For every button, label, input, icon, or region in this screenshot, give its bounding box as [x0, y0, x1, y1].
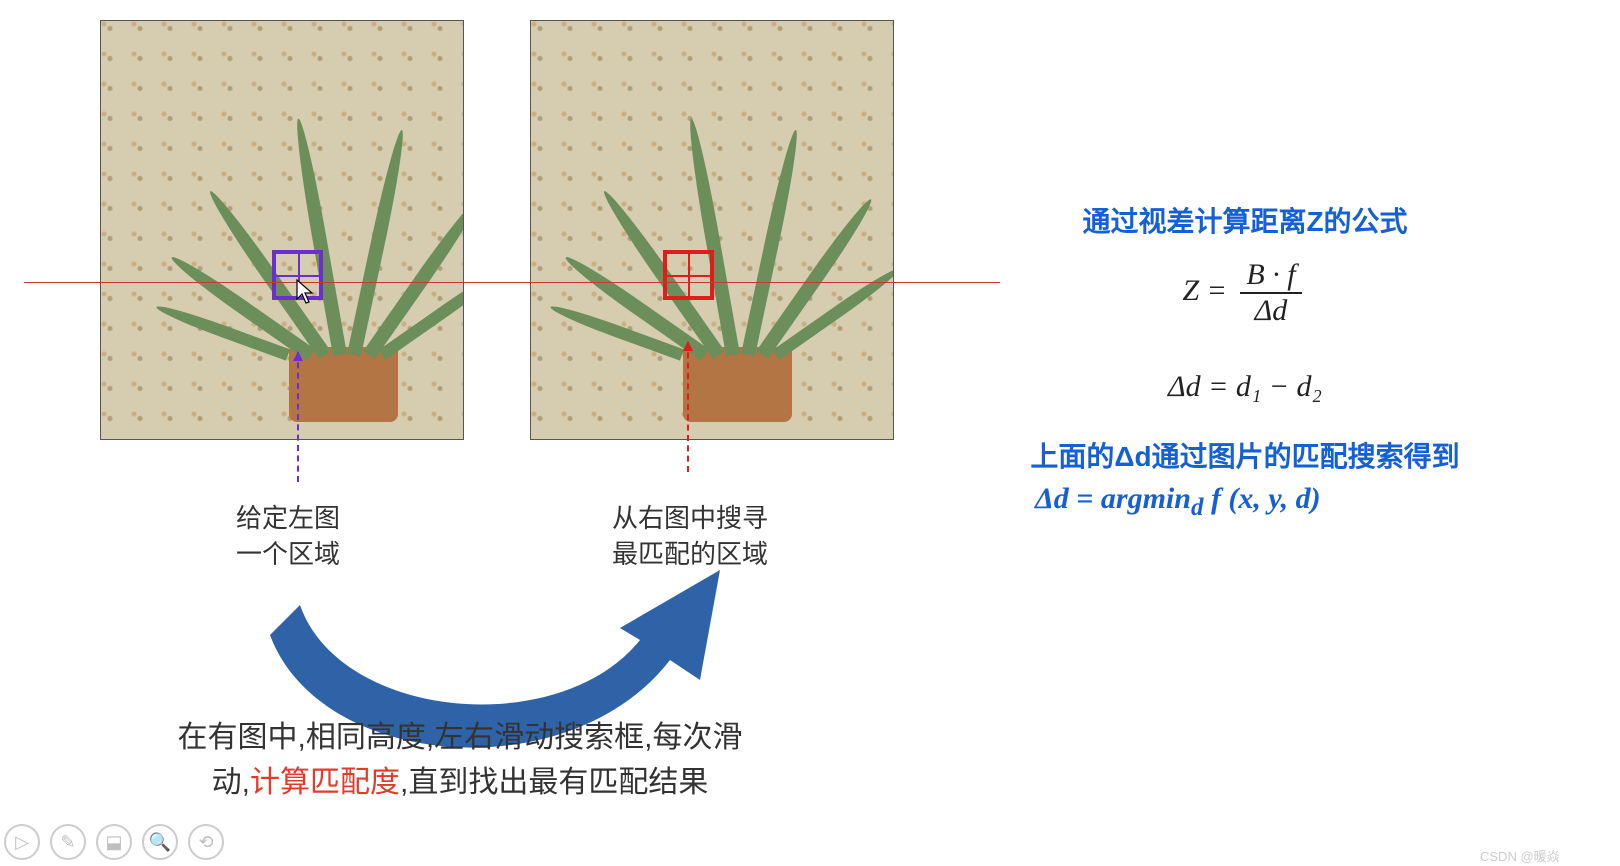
formula-title-2: 上面的Δd通过图片的匹配搜索得到 — [985, 435, 1505, 475]
formula-z-den: Δd — [1240, 294, 1301, 328]
bottom-caption-line1: 在有图中,相同高度,左右滑动搜索框,每次滑 — [177, 721, 742, 754]
formula-z: Z = B · f Δd — [1115, 258, 1375, 328]
bottom-caption-line2a: 动, — [212, 766, 250, 799]
argmin-pre: Δd = argmin — [1035, 482, 1191, 515]
argmin-post: f (x, y, d) — [1203, 482, 1320, 515]
watermark-text: CSDN @暖焱 — [1480, 846, 1560, 865]
formula-title-1: 通过视差计算距离Z的公式 — [1035, 200, 1455, 240]
toolbar-button-4[interactable]: ⟲ — [188, 824, 224, 860]
formula-z-lhs: Z = — [1182, 274, 1226, 307]
toolbar-button-3[interactable]: 🔍 — [142, 824, 178, 860]
formula-z-num: B · f — [1240, 258, 1301, 294]
bottom-caption: 在有图中,相同高度,左右滑动搜索框,每次滑 动,计算匹配度,直到找出最有匹配结果 — [140, 715, 780, 805]
bottom-caption-line2b: ,直到找出最有匹配结果 — [400, 766, 708, 799]
presentation-toolbar: ▷ ✎ ⬓ 🔍 ⟲ — [0, 824, 224, 860]
argmin-sub: d — [1191, 494, 1204, 521]
formula-dd: Δd = d₁ − d₂ — [1085, 370, 1405, 404]
bottom-caption-highlight: 计算匹配度 — [250, 766, 400, 799]
formula-argmin: Δd = argmind f (x, y, d) — [1035, 482, 1455, 522]
epipolar-line — [24, 282, 1000, 283]
toolbar-button-2[interactable]: ⬓ — [96, 824, 132, 860]
toolbar-button-1[interactable]: ✎ — [50, 824, 86, 860]
toolbar-button-0[interactable]: ▷ — [4, 824, 40, 860]
